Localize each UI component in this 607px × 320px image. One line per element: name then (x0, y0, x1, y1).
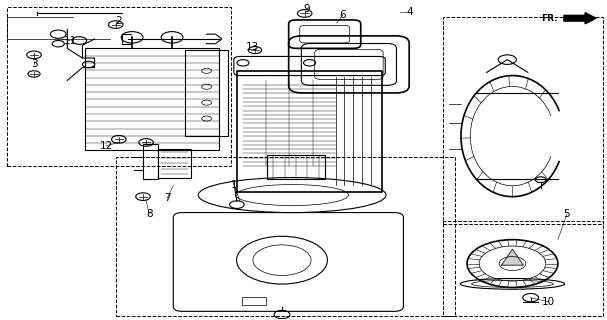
Text: 7: 7 (164, 193, 171, 203)
Text: 13: 13 (245, 42, 259, 52)
Bar (443, 220, 603, 316)
Text: 9: 9 (304, 4, 310, 14)
Bar (158, 149, 191, 178)
Text: FR.: FR. (541, 14, 558, 23)
Text: 11: 11 (64, 36, 77, 45)
Text: 10: 10 (542, 297, 555, 307)
Bar (185, 50, 228, 136)
Text: 8: 8 (146, 209, 152, 219)
Text: 2: 2 (115, 16, 122, 27)
Text: 1: 1 (231, 180, 237, 190)
FancyArrow shape (564, 13, 596, 24)
Bar (143, 144, 158, 179)
Text: 5: 5 (564, 209, 570, 219)
Bar (267, 155, 325, 179)
Text: 3: 3 (31, 60, 37, 69)
Polygon shape (501, 249, 523, 265)
Bar (116, 157, 455, 316)
Bar (86, 49, 219, 150)
Text: 4: 4 (406, 7, 413, 17)
Bar (443, 17, 603, 224)
Bar (242, 297, 266, 305)
Text: 12: 12 (100, 141, 114, 151)
Text: 6: 6 (339, 10, 346, 20)
Bar (7, 7, 231, 166)
